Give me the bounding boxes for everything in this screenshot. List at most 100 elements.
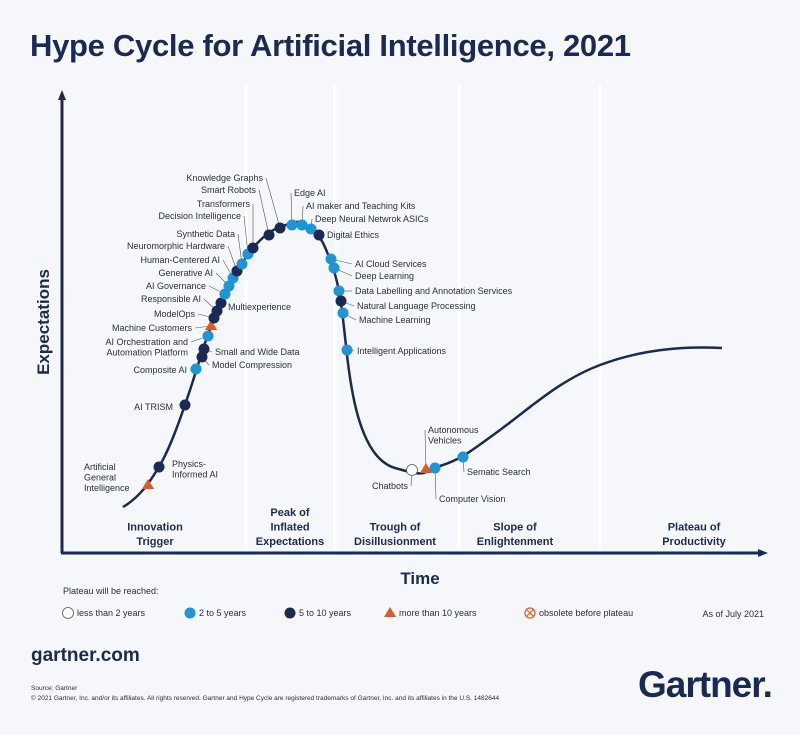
ai-maker-and-teaching-kits-label: AI maker and Teaching Kits <box>306 201 416 211</box>
neuromorphic-hardware-label: Neuromorphic Hardware <box>127 241 225 251</box>
phase-divider <box>457 85 461 551</box>
natural-language-processing-label: Natural Language Processing <box>357 301 476 311</box>
ai-trism-marker <box>179 399 191 411</box>
phase-label: Enlightenment <box>477 536 554 548</box>
as-of-date: As of July 2021 <box>702 609 764 619</box>
machine-learning-marker <box>337 307 349 319</box>
leader-line <box>258 189 270 236</box>
ai-cloud-services-marker <box>325 253 337 265</box>
intelligent-applications-label: Intelligent Applications <box>357 346 447 356</box>
ai-governance-label: AI Governance <box>146 281 206 291</box>
intelligent-applications-marker <box>341 344 353 356</box>
machine-learning-label: Machine Learning <box>359 315 431 325</box>
model-compression-label: Model Compression <box>212 360 292 370</box>
leader-line <box>243 215 249 255</box>
computer-vision-label: Computer Vision <box>439 494 505 504</box>
legend-2-to-5-years-icon <box>184 607 196 619</box>
multiexperience-label: Multiexperience <box>228 302 291 312</box>
transformers-marker <box>247 242 259 254</box>
y-axis-arrow <box>58 90 66 100</box>
ai-cloud-services-label: AI Cloud Services <box>355 259 427 269</box>
gartner-link[interactable]: gartner.com <box>31 645 140 666</box>
data-labelling-and-annotation-services-label: Data Labelling and Annotation Services <box>355 286 513 296</box>
artificial-general-intelligence-label: Artificial General Intelligence <box>84 462 130 493</box>
deep-neural-netwrok-asics-label: Deep Neural Netwrok ASICs <box>315 214 429 224</box>
phase-label: Trigger <box>136 536 174 548</box>
human-centered-ai-label: Human-Centered AI <box>140 255 220 265</box>
legend-item-label: 2 to 5 years <box>199 608 247 618</box>
ai-orchestration-and-automation-platform-marker <box>202 330 214 342</box>
digital-ethics-label: Digital Ethics <box>327 230 380 240</box>
small-and-wide-data-marker <box>198 343 210 355</box>
computer-vision-marker <box>429 462 441 474</box>
legend-item-label: less than 2 years <box>77 608 146 618</box>
knowledge-graphs-label: Knowledge Graphs <box>186 173 263 183</box>
ai-maker-and-teaching-kits-marker <box>296 219 308 231</box>
chatbots-label: Chatbots <box>372 481 409 491</box>
y-axis-label: Expectations <box>34 269 53 375</box>
composite-ai-marker <box>190 363 202 375</box>
modelops-label: ModelOps <box>154 309 196 319</box>
responsible-ai-marker <box>211 305 223 317</box>
sematic-search-marker <box>457 451 469 463</box>
synthetic-data-marker <box>236 258 248 270</box>
phase-label: Productivity <box>662 536 726 548</box>
phase-label: Plateau of <box>668 522 721 534</box>
phase-label: Peak of <box>270 507 309 519</box>
legend-item-label: obsolete before plateau <box>539 608 633 618</box>
smart-robots-marker <box>263 229 275 241</box>
legend-heading: Plateau will be reached: <box>63 586 159 596</box>
synthetic-data-label: Synthetic Data <box>176 229 235 239</box>
generative-ai-label: Generative AI <box>158 268 213 278</box>
autonomous-vehicles-marker <box>420 463 432 473</box>
composite-ai-label: Composite AI <box>133 365 187 375</box>
digital-ethics-marker <box>313 229 325 241</box>
phase-label: Trough of <box>370 522 421 534</box>
legend-more-than-10-years-icon <box>384 607 396 617</box>
legend-item-label: more than 10 years <box>399 608 477 618</box>
deep-learning-marker <box>328 262 340 274</box>
legend-obsolete-before-plateau-icon <box>524 607 536 619</box>
phase-divider <box>333 85 337 551</box>
phase-divider <box>244 85 248 551</box>
transformers-label: Transformers <box>197 199 251 209</box>
physics-informed-ai-label: Physics-Informed AI <box>172 459 218 480</box>
autonomous-vehicles-label: Autonomous Vehicles <box>428 425 479 446</box>
leader-line <box>424 429 427 470</box>
data-labelling-and-annotation-services-marker <box>333 285 345 297</box>
edge-ai-marker <box>286 219 298 231</box>
ai-orchestration-and-automation-platform-label: AI Orchestration and Automation Platform <box>105 337 188 358</box>
natural-language-processing-marker <box>335 295 347 307</box>
gartner-logo: Gartner. <box>638 664 773 705</box>
decision-intelligence-label: Decision Intelligence <box>158 211 241 221</box>
phase-label: Inflated <box>270 522 309 534</box>
machine-customers-label: Machine Customers <box>112 323 193 333</box>
small-and-wide-data-label: Small and Wide Data <box>215 347 300 357</box>
x-axis-label: Time <box>400 569 439 588</box>
x-axis-arrow <box>758 549 768 557</box>
phase-label: Expectations <box>256 536 324 548</box>
phase-label: Disillusionment <box>354 536 436 548</box>
deep-learning-label: Deep Learning <box>355 271 414 281</box>
deep-neural-netwrok-asics-marker <box>305 223 317 235</box>
phase-label: Innovation <box>127 522 183 534</box>
sematic-search-label: Sematic Search <box>467 467 531 477</box>
page-title: Hype Cycle for Artificial Intelligence, … <box>30 28 631 63</box>
copyright-note: © 2021 Gartner, Inc. and/or its affiliat… <box>31 695 500 702</box>
source-note: Source: Gartner <box>31 685 78 692</box>
machine-customers-marker <box>205 320 217 330</box>
phase-divider <box>598 85 602 551</box>
smart-robots-label: Smart Robots <box>201 185 257 195</box>
knowledge-graphs-marker <box>274 222 286 234</box>
legend-less-than-2-years-icon <box>62 607 74 619</box>
chatbots-marker <box>406 464 418 476</box>
ai-trism-label: AI TRISM <box>134 402 173 412</box>
legend-5-to-10-years-icon <box>284 607 296 619</box>
legend-item-label: 5 to 10 years <box>299 608 352 618</box>
leader-line <box>265 177 281 229</box>
phase-label: Slope of <box>493 522 537 534</box>
responsible-ai-label: Responsible AI <box>141 294 201 304</box>
edge-ai-label: Edge AI <box>294 188 326 198</box>
physics-informed-ai-marker <box>153 461 165 473</box>
